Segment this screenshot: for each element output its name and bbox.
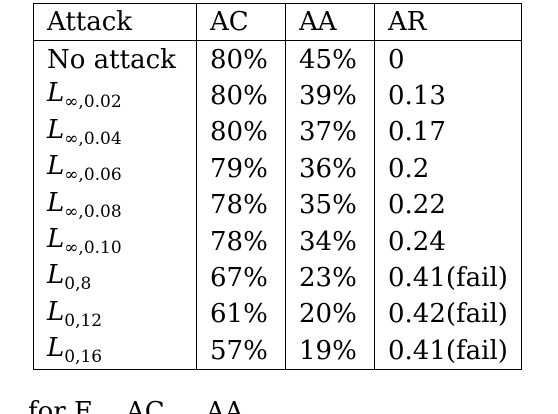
ar-cell: 0.2 bbox=[374, 150, 522, 187]
ar-cell: 0.41(fail) bbox=[374, 332, 522, 370]
attack-subscript: ∞,0.02 bbox=[64, 92, 122, 113]
attack-subscript: 0,12 bbox=[64, 310, 103, 331]
attack-subscript: 0,8 bbox=[64, 274, 92, 295]
aa-cell: 39% bbox=[285, 77, 375, 115]
ar-cell: 0.42(fail) bbox=[374, 296, 522, 333]
attack-label: L bbox=[47, 260, 65, 291]
aa-cell: 36% bbox=[285, 150, 375, 187]
table-row: L∞,0.06 79% 36% 0.2 bbox=[33, 150, 522, 187]
attack-subscript: ∞,0.10 bbox=[64, 238, 122, 259]
table-row: L∞,0.10 78% 34% 0.24 bbox=[33, 223, 522, 260]
table-row: L0,8 67% 23% 0.41(fail) bbox=[33, 259, 522, 297]
attack-subscript: ∞,0.04 bbox=[64, 128, 122, 149]
ar-cell: 0.41(fail) bbox=[374, 259, 522, 297]
aa-cell: 45% bbox=[285, 40, 375, 78]
attack-cell: L∞,0.02 bbox=[33, 77, 197, 115]
aa-cell: 23% bbox=[285, 259, 375, 297]
ac-cell: 61% bbox=[196, 296, 286, 333]
results-table: Attack AC AA AR No attack 80% 45% 0 L∞,0.02 8… bbox=[33, 2, 522, 370]
attack-cell: No attack bbox=[33, 40, 197, 78]
attack-subscript: 0,16 bbox=[64, 347, 103, 368]
header-ar: AR bbox=[374, 2, 522, 42]
table-header-row: Attack AC AA AR bbox=[33, 2, 522, 42]
table-row: No attack 80% 45% 0 bbox=[33, 40, 522, 78]
ar-cell: 0.13 bbox=[374, 77, 522, 115]
attack-label: L bbox=[47, 333, 65, 364]
attack-label: L bbox=[47, 151, 65, 182]
attack-cell: L0,16 bbox=[33, 332, 197, 370]
ac-cell: 78% bbox=[196, 186, 286, 224]
table-body: No attack 80% 45% 0 L∞,0.02 80% 39% 0.13 L∞,0.04… bbox=[33, 40, 522, 370]
ar-cell: 0.17 bbox=[374, 114, 522, 151]
attack-cell: L∞,0.04 bbox=[33, 114, 197, 151]
header-ac: AC bbox=[196, 2, 286, 42]
header-aa: AA bbox=[285, 2, 375, 42]
ar-cell: 0.22 bbox=[374, 186, 522, 224]
attack-cell: L∞,0.06 bbox=[33, 150, 197, 187]
attack-subscript: ∞,0.06 bbox=[64, 165, 122, 186]
ac-cell: 80% bbox=[196, 77, 286, 115]
aa-cell: 34% bbox=[285, 223, 375, 260]
caption-fragment: for E... AC ... AA ... bbox=[28, 397, 277, 414]
ar-cell: 0.24 bbox=[374, 223, 522, 260]
attack-cell: L0,8 bbox=[33, 259, 197, 297]
table-row: L0,12 61% 20% 0.42(fail) bbox=[33, 296, 522, 333]
attack-label: No attack bbox=[47, 44, 176, 75]
header-attack: Attack bbox=[33, 2, 197, 42]
ac-cell: 57% bbox=[196, 332, 286, 370]
aa-cell: 37% bbox=[285, 114, 375, 151]
attack-cell: L0,12 bbox=[33, 296, 197, 333]
ac-cell: 79% bbox=[196, 150, 286, 187]
ar-cell: 0 bbox=[374, 40, 522, 78]
table-row: L∞,0.02 80% 39% 0.13 bbox=[33, 77, 522, 115]
attack-label: L bbox=[47, 78, 65, 109]
attack-label: L bbox=[47, 114, 65, 145]
attack-cell: L∞,0.08 bbox=[33, 186, 197, 224]
attack-cell: L∞,0.10 bbox=[33, 223, 197, 260]
attack-label: L bbox=[47, 187, 65, 218]
ac-cell: 80% bbox=[196, 40, 286, 78]
table-row: L∞,0.04 80% 37% 0.17 bbox=[33, 114, 522, 151]
table-row: L0,16 57% 19% 0.41(fail) bbox=[33, 332, 522, 370]
aa-cell: 19% bbox=[285, 332, 375, 370]
table-row: L∞,0.08 78% 35% 0.22 bbox=[33, 186, 522, 224]
ac-cell: 78% bbox=[196, 223, 286, 260]
ac-cell: 80% bbox=[196, 114, 286, 151]
attack-label: L bbox=[47, 224, 65, 255]
ac-cell: 67% bbox=[196, 259, 286, 297]
aa-cell: 35% bbox=[285, 186, 375, 224]
attack-label: L bbox=[47, 296, 65, 327]
attack-subscript: ∞,0.08 bbox=[64, 201, 122, 222]
aa-cell: 20% bbox=[285, 296, 375, 333]
